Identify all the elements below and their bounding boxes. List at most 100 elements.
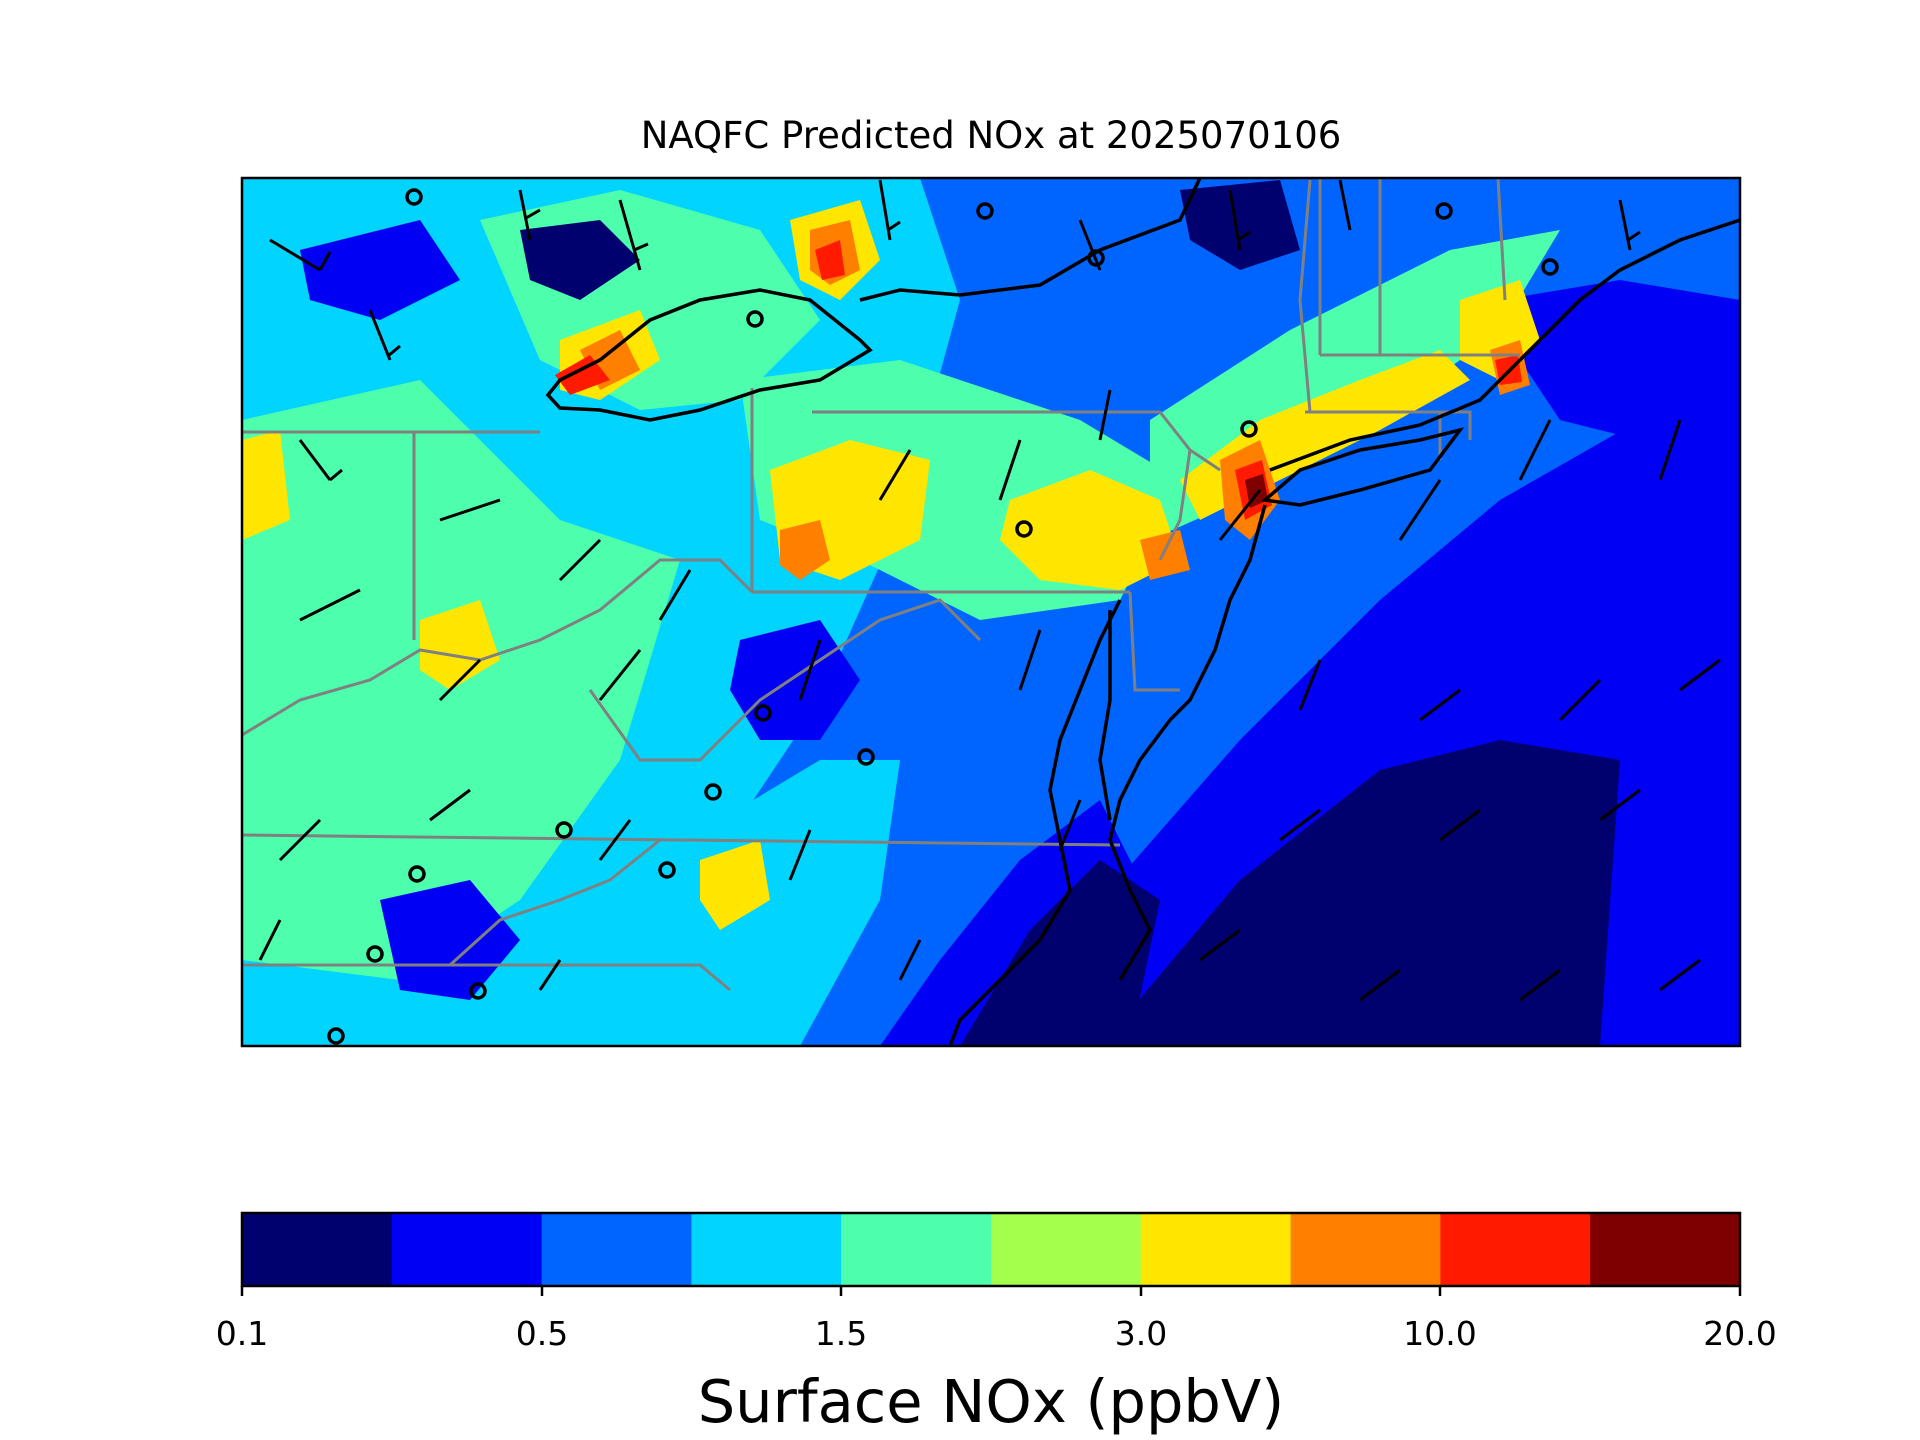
colorbar-tick-label: 0.5 [516,1314,568,1353]
wind-barb [1098,389,1112,441]
wind-barb [598,649,642,701]
state-line-nj [1158,449,1192,561]
station-marker [976,202,994,220]
station-marker [1541,258,1559,276]
colorbar-bin [242,1213,393,1286]
station-marker [857,748,875,766]
colorbar-bin [1590,1213,1741,1286]
colorbar-tick-label: 0.1 [216,1314,268,1353]
field-darkblue-north [520,220,640,300]
coastline-nj [1168,504,1267,722]
field-yellow-west [242,430,290,540]
wind-barb [439,498,501,522]
wind-barb [788,829,812,881]
coastline-chesapeake-east [1098,610,1112,821]
colorbar-bin [991,1213,1142,1286]
station-marker [1015,520,1033,538]
wind-barb [1658,419,1682,481]
station-marker [1240,420,1258,438]
colorbar-bin [391,1213,543,1286]
map-title: NAQFC Predicted NOx at 2025070106 [641,114,1342,157]
coastline-long-island [1260,427,1465,507]
wind-barb [1558,678,1602,722]
wind-barb [1618,199,1641,251]
wind-barb [1078,219,1102,271]
wind-barb [278,818,322,862]
station-markers [327,188,1559,1045]
colorbar [242,1213,1741,1286]
state-boundaries [242,178,1520,992]
wind-barb [878,449,912,501]
colorbar-tick-label: 3.0 [1115,1314,1167,1353]
coastline-delmarva [1108,718,1172,981]
colorbar-tick-labels: 0.1 0.5 1.5 3.0 10.0 20.0 [216,1314,1777,1353]
station-marker [469,982,487,1000]
wind-barbs [258,179,1721,1002]
wind-barb [518,189,541,241]
wind-barb [598,819,632,861]
station-marker [366,945,384,963]
station-marker [754,704,772,722]
wind-barb [1439,808,1481,842]
colorbar-bin [541,1213,692,1286]
field-darkblue-ne [1180,180,1300,270]
state-line-me [1496,178,1507,301]
field-red-lake [555,355,610,395]
colorbar-bin [691,1213,842,1286]
field-yellow-ohio [420,600,500,690]
field-darkblue-ocean [1100,740,1620,1046]
map-frame [240,176,1742,1048]
wind-barb [1419,688,1461,722]
wind-barb [1518,419,1552,481]
station-marker [658,861,676,879]
colorbar-bin [1140,1213,1292,1286]
wind-barb [1659,958,1701,992]
state-line-vt-nh [1318,178,1382,355]
wind-barb [538,959,562,991]
wind-barb [1018,629,1042,691]
state-line-ny-pa [812,410,1221,472]
colorbar-bin [1440,1213,1591,1286]
colorbar-frame [240,1211,1742,1288]
field-yellow-se-pa [1000,470,1180,590]
wind-barb [1228,189,1251,251]
wind-barb [898,939,922,981]
coastline-lake-ontario [859,178,1202,302]
wind-barb [1058,799,1082,851]
field-yellow-va [700,840,770,930]
field-orange-pa [780,520,830,580]
wind-barb [1679,658,1721,692]
wind-barb [1199,928,1241,962]
map-panel [242,178,1740,1046]
wind-barb [1338,179,1352,231]
wind-barb [1519,968,1561,1002]
state-line-de [1128,591,1180,692]
coastline-lake-erie [545,288,873,422]
wind-barb [798,639,822,701]
station-marker [746,310,764,328]
state-line-va-nc [242,833,1121,847]
wind-barb [878,179,901,241]
field-blue-sw [380,880,520,1000]
wind-barb [618,199,649,271]
wind-barb [429,788,471,822]
station-marker [555,821,573,839]
wind-barb [269,238,332,272]
wind-barb [998,439,1022,501]
field-orange-phila [1140,530,1190,580]
wind-barb [658,569,692,621]
colorbar-bin [1290,1213,1441,1286]
field-blue-nw [300,220,460,320]
wind-barb [438,658,482,702]
coastlines [545,178,1740,1046]
colorbar-tick-label: 20.0 [1703,1314,1776,1353]
coastline-chesapeake [948,599,1122,1046]
station-marker [1087,249,1105,267]
station-marker [405,188,423,206]
wind-barb [368,309,401,361]
station-marker [1435,202,1453,220]
state-line-ny-vt [1298,179,1312,413]
wind-barb [1599,788,1641,822]
wind-barb [1298,659,1322,711]
